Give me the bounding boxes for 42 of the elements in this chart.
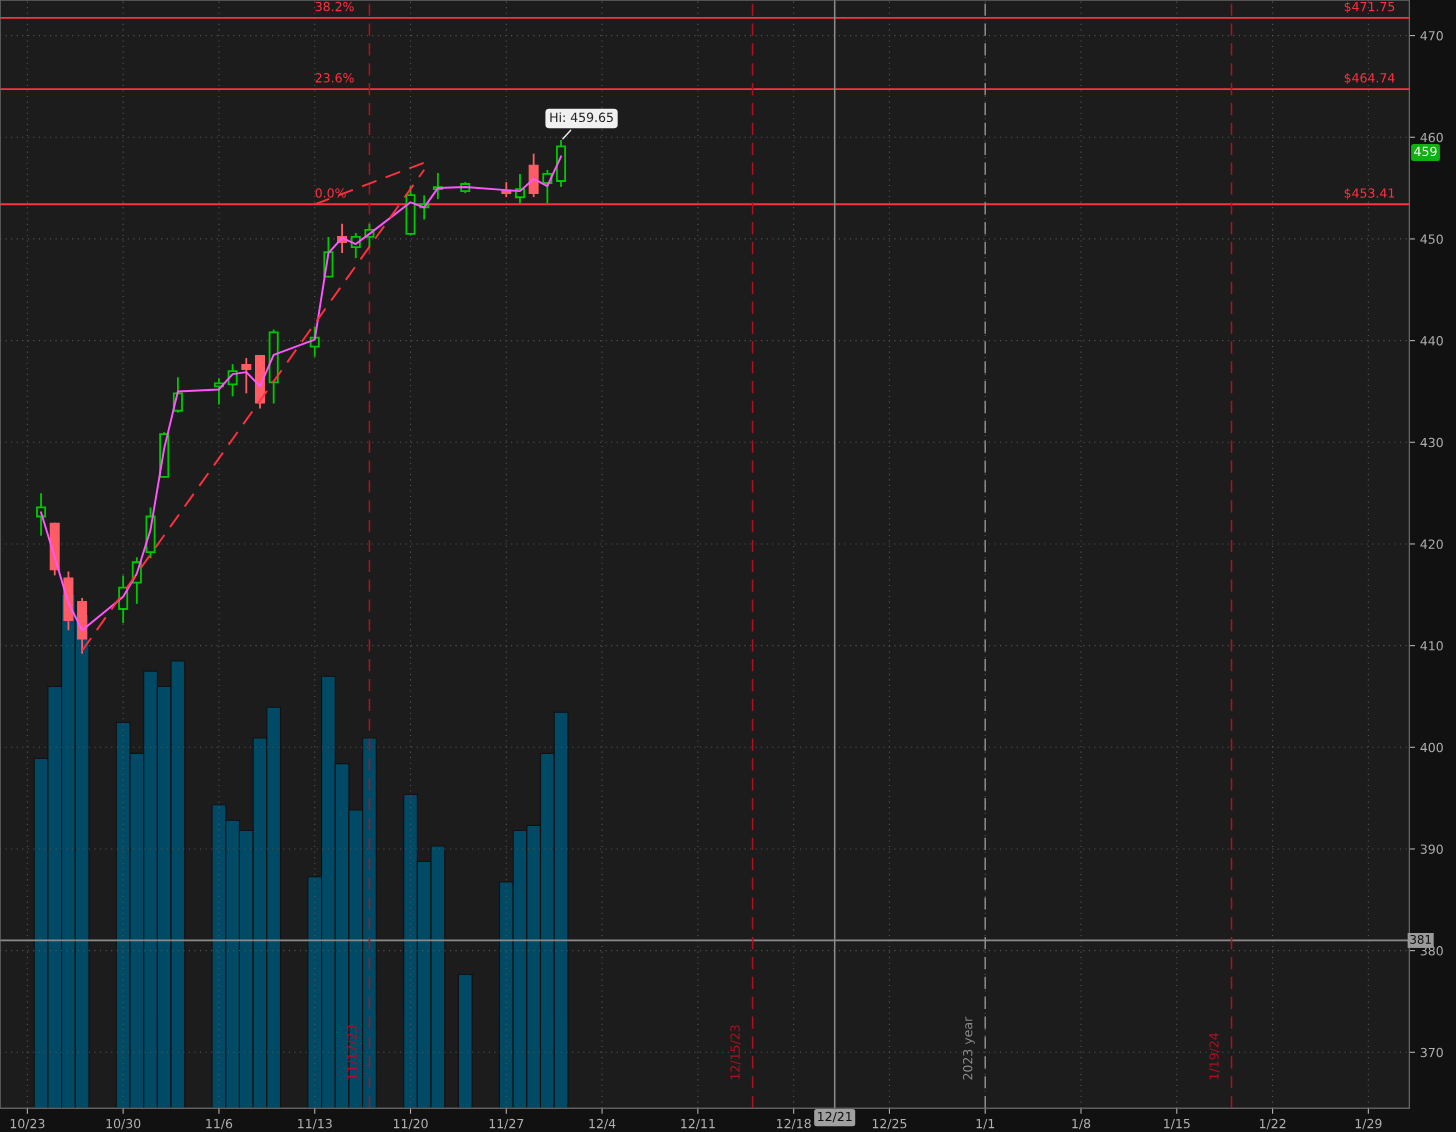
x-tick-label: 12/11 [681,1118,715,1130]
y-tick-label: 440 [1420,336,1443,346]
x-tick-label: 1/29 [1355,1118,1382,1130]
ref-line-label: $464.74 [1344,72,1395,85]
y-tick-label: 370 [1420,1047,1443,1058]
x-tick-label: 12/18 [777,1118,811,1130]
ref-line-label: 12/21 [818,1111,852,1123]
ref-line-label: 12/15/23 [730,1025,741,1080]
y-tick-label: 410 [1420,641,1443,651]
x-tick-label: 11/13 [298,1118,332,1130]
y-tick-label: 400 [1420,742,1443,753]
annotation: Hi: 459.65 [550,112,613,123]
x-tick-label: 10/30 [106,1118,141,1130]
x-tick-label: 1/15 [1164,1119,1190,1130]
x-tick-label: 11/6 [206,1118,233,1130]
y-tick-label: 450 [1420,234,1443,244]
y-tick-label: 470 [1420,31,1443,41]
ref-line-label: 11/17/23 [347,1025,358,1080]
x-tick-label: 1/1 [976,1119,995,1130]
candlestick [213,378,224,405]
annotation: 0.0% [315,188,346,198]
x-tick-label: 1/22 [1259,1118,1286,1130]
candlestick [309,326,320,357]
ref-line-label: 2023 year [962,1016,975,1080]
y-tick-label: 460 [1420,132,1443,143]
ref-line-label: $453.41 [1344,188,1395,200]
candlestick [241,357,252,394]
annotation: 23.6% [315,73,354,83]
y-tick-label: 390 [1420,844,1443,854]
text: 459 [1414,146,1437,157]
ref-line-label: 381 [1410,934,1431,944]
ref-line-label: 1/19/24 [1209,1033,1220,1080]
x-tick-label: 1/8 [1072,1118,1091,1130]
x-tick-label: 11/27 [489,1118,524,1130]
x-tick-label: 11/20 [393,1118,428,1130]
y-tick-label: 420 [1420,539,1443,549]
x-tick-label: 12/25 [872,1118,907,1130]
y-tick-label: 430 [1420,437,1443,448]
x-tick-label: 10/23 [10,1118,45,1130]
annotation: 38.2% [315,1,354,12]
x-tick-label: 12/4 [589,1118,616,1130]
ref-line-label: $471.75 [1344,1,1395,13]
